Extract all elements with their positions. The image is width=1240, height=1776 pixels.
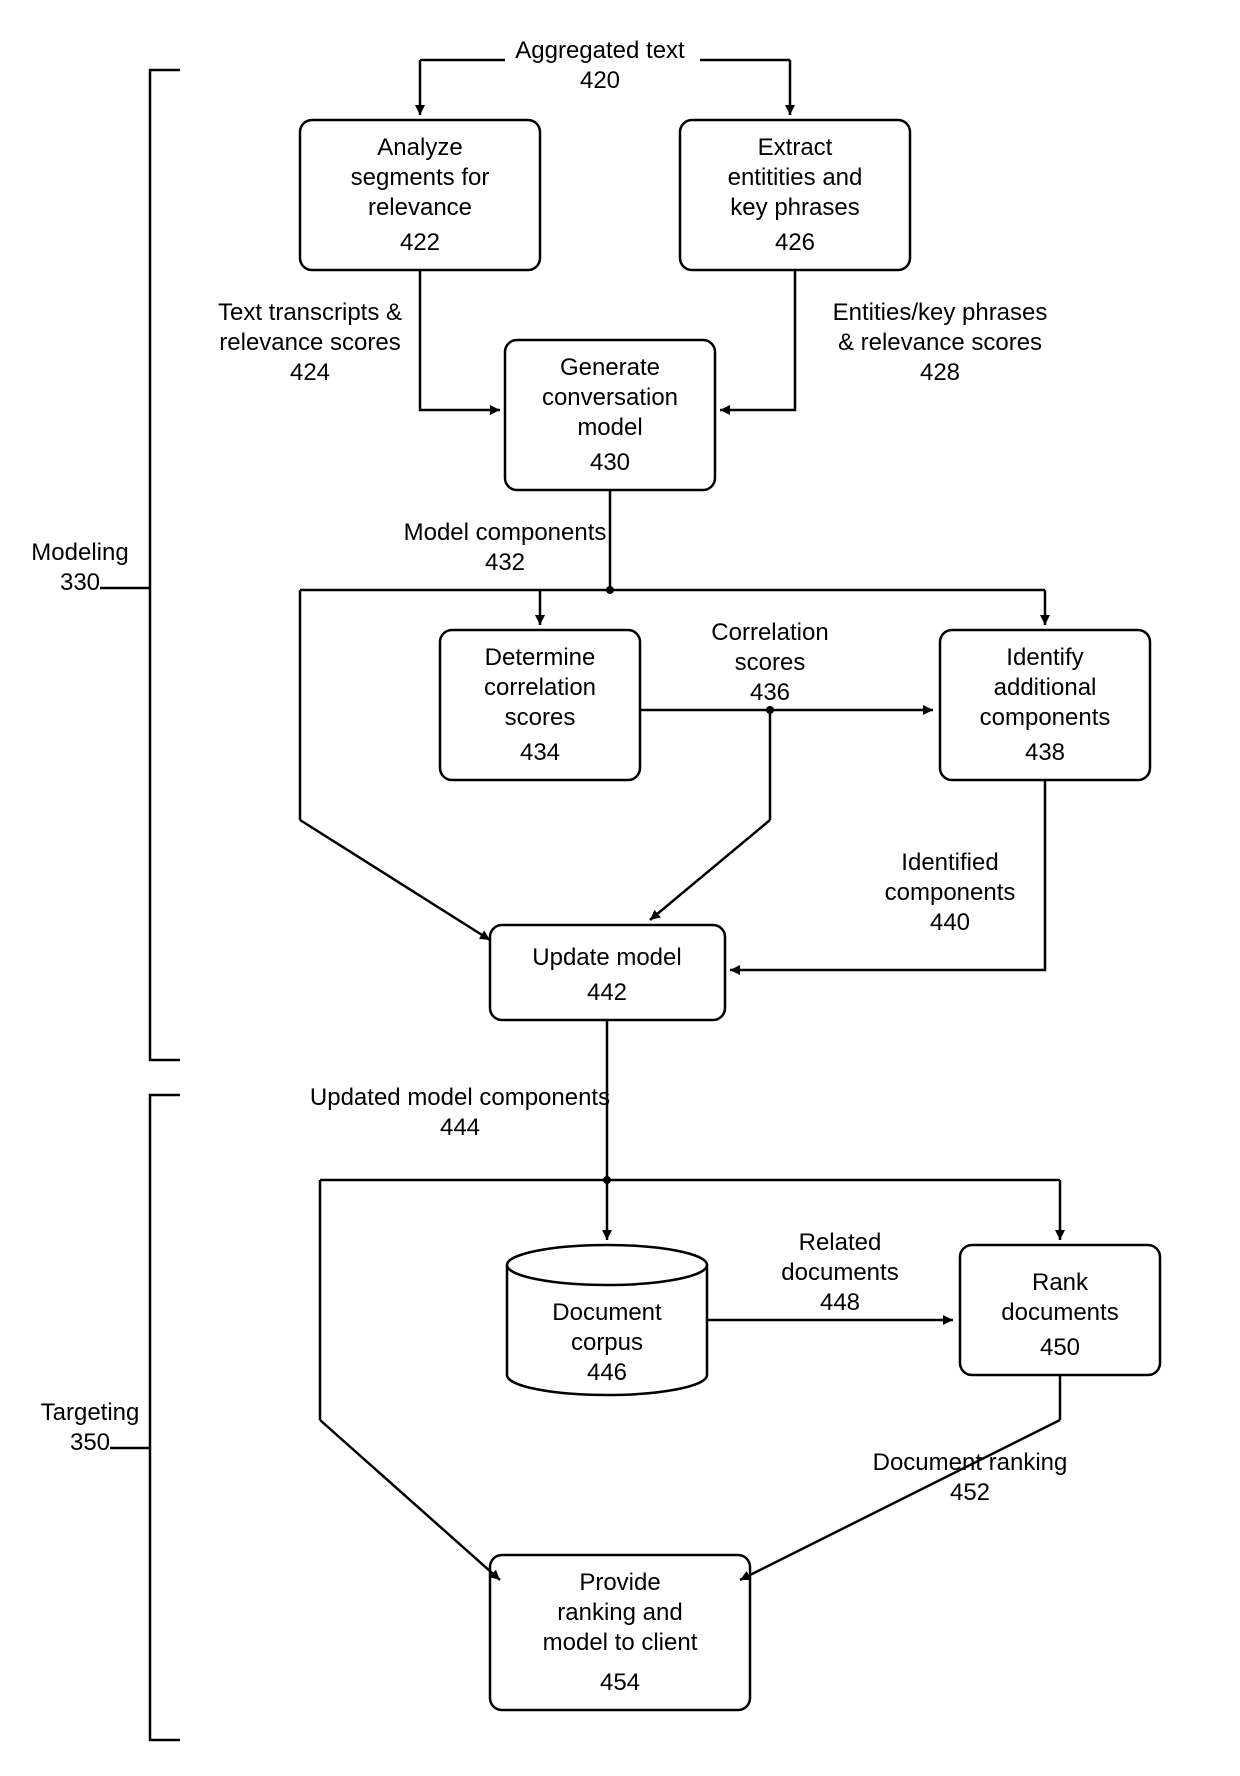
rank-num: 450	[1040, 1334, 1080, 1361]
determine-l1: Determine	[485, 644, 596, 671]
extract-num: 426	[775, 229, 815, 256]
modeling-num: 330	[60, 569, 100, 596]
aggregated-label: Aggregated text	[515, 37, 685, 64]
modelcomp-num: 432	[485, 549, 525, 576]
identify-l1: Identify	[1006, 644, 1083, 671]
provide-l1: Provide	[579, 1569, 660, 1596]
update-num: 442	[587, 979, 627, 1006]
determine-num: 434	[520, 739, 560, 766]
corpus-num: 446	[587, 1359, 627, 1386]
extract-l3: key phrases	[730, 194, 859, 221]
provide-num: 454	[600, 1669, 640, 1696]
determine-l2: correlation	[484, 674, 596, 701]
extract-l1: Extract	[758, 134, 833, 161]
identcomp-l2: components	[885, 879, 1016, 906]
identcomp-l1: Identified	[901, 849, 998, 876]
aggregated-num: 420	[580, 67, 620, 94]
updatedcomp-num: 444	[440, 1114, 480, 1141]
transcripts-num: 424	[290, 359, 330, 386]
identify-l3: components	[980, 704, 1111, 731]
corpus-l1: Document	[552, 1299, 662, 1326]
update-l1: Update model	[532, 944, 681, 971]
related-num: 448	[820, 1289, 860, 1316]
identify-l2: additional	[994, 674, 1097, 701]
related-l1: Related	[799, 1229, 882, 1256]
generate-l1: Generate	[560, 354, 660, 381]
related-l2: documents	[781, 1259, 898, 1286]
rank-l1: Rank	[1032, 1269, 1089, 1296]
entities-num: 428	[920, 359, 960, 386]
targeting-label: Targeting	[41, 1399, 140, 1426]
updatedcomp-l1: Updated model components	[310, 1084, 610, 1111]
corpus-l2: corpus	[571, 1329, 643, 1356]
corrscores-l2: scores	[735, 649, 806, 676]
entities-l1: Entities/key phrases	[833, 299, 1048, 326]
targeting-num: 350	[70, 1429, 110, 1456]
targeting-bracket	[150, 1095, 180, 1740]
analyze-l1: Analyze	[377, 134, 462, 161]
docrank-l1: Document ranking	[873, 1449, 1068, 1476]
identcomp-num: 440	[930, 909, 970, 936]
corrscores-l1: Correlation	[711, 619, 828, 646]
determine-l3: scores	[505, 704, 576, 731]
transcripts-l1: Text transcripts &	[218, 299, 402, 326]
modelcomp-l1: Model components	[404, 519, 607, 546]
flowchart-diagram: Modeling 330 Targeting 350 Aggregated te…	[0, 0, 1240, 1776]
modeling-label: Modeling	[31, 539, 128, 566]
identify-num: 438	[1025, 739, 1065, 766]
generate-l3: model	[577, 414, 642, 441]
analyze-num: 422	[400, 229, 440, 256]
analyze-l2: segments for	[351, 164, 490, 191]
rank-l2: documents	[1001, 1299, 1118, 1326]
transcripts-l2: relevance scores	[219, 329, 400, 356]
provide-l3: model to client	[543, 1629, 698, 1656]
generate-l2: conversation	[542, 384, 678, 411]
generate-num: 430	[590, 449, 630, 476]
extract-l2: entitities and	[728, 164, 863, 191]
corrscores-num: 436	[750, 679, 790, 706]
docrank-num: 452	[950, 1479, 990, 1506]
provide-l2: ranking and	[557, 1599, 682, 1626]
entities-l2: & relevance scores	[838, 329, 1042, 356]
modeling-bracket	[150, 70, 180, 1060]
analyze-l3: relevance	[368, 194, 472, 221]
